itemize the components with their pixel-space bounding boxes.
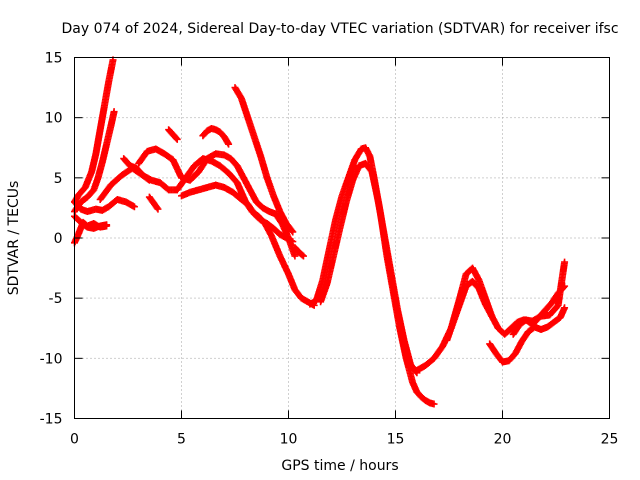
x-tick-label: 5 (177, 432, 186, 448)
chart-title: Day 074 of 2024, Sidereal Day-to-day VTE… (61, 21, 618, 37)
data-point (144, 175, 152, 183)
y-axis-label: SDTVAR / TECUs (6, 181, 22, 296)
data-point (154, 205, 162, 213)
data-point (130, 203, 138, 211)
data-point (289, 228, 297, 236)
data-point (153, 204, 161, 212)
y-tick-label: 0 (54, 231, 63, 247)
data-point (488, 312, 496, 320)
data-point (561, 304, 569, 312)
data-point (173, 135, 181, 143)
data-point (110, 108, 118, 116)
data-point (289, 238, 297, 246)
data-point (430, 400, 438, 408)
x-axis-label: GPS time / hours (281, 458, 398, 474)
x-tick-label: 15 (387, 432, 405, 448)
data-point (103, 221, 111, 229)
data-point (299, 252, 307, 260)
x-tick-label: 25 (601, 432, 619, 448)
data-points (71, 56, 569, 408)
data-point (561, 258, 569, 266)
x-tick-label: 0 (70, 432, 79, 448)
data-point (288, 227, 296, 235)
data-point (172, 134, 180, 142)
y-tick-label: 10 (45, 111, 63, 127)
y-tick-label: -5 (49, 291, 63, 307)
y-tick-label: 15 (45, 51, 63, 67)
x-tick-label: 10 (280, 432, 298, 448)
data-point (291, 252, 299, 260)
y-tick-label: -15 (40, 412, 63, 428)
data-point (225, 140, 233, 148)
data-point (298, 251, 306, 259)
grid (74, 57, 610, 419)
y-tick-label: 5 (54, 171, 63, 187)
data-point (145, 176, 153, 184)
tick-labels: 0 5 10 15 20 25 -15 -10 -5 0 5 10 15 (40, 51, 619, 448)
data-point (561, 282, 569, 290)
axis-ticks (74, 57, 610, 419)
data-point (560, 283, 568, 291)
x-tick-label: 20 (494, 432, 512, 448)
y-tick-label: -10 (40, 351, 63, 367)
